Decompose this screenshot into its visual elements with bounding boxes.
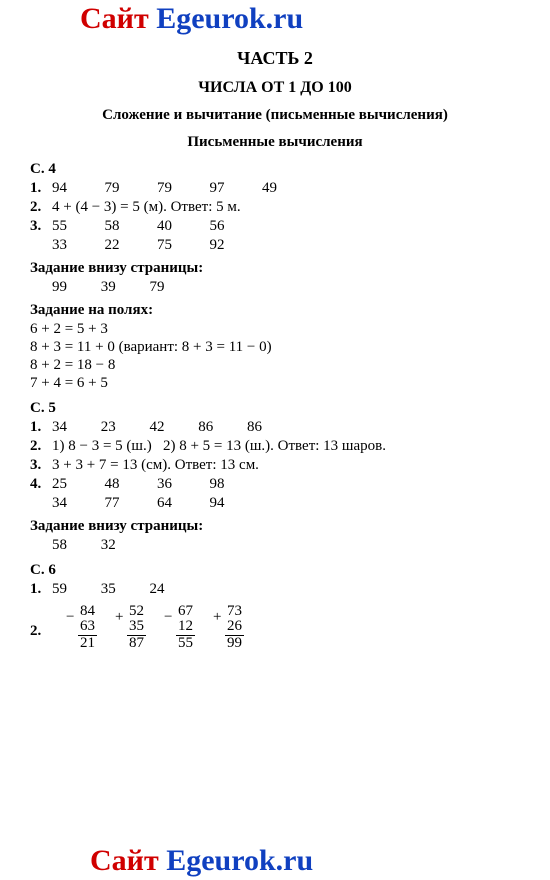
s5-p4-r1: 4.25 48 36 98 (30, 476, 520, 493)
s5-bottom-vals: 58 32 (52, 537, 520, 554)
section-s5: С. 5 (30, 400, 520, 417)
section-s6: С. 6 (30, 562, 520, 579)
title-topic: Сложение и вычитание (письменные вычисле… (30, 107, 520, 124)
s4-bottom-label: Задание внизу страницы: (30, 260, 520, 277)
s4-p3-r2: 33 22 75 92 (52, 237, 520, 254)
s5-p2: 2.1) 8 − 3 = 5 (ш.) 2) 8 + 5 = 13 (ш.). … (30, 438, 520, 455)
s6-p2: 2. −846321+523587−671255+732699 (30, 600, 520, 651)
section-s4: С. 4 (30, 161, 520, 178)
s5-p3: 3.3 + 3 + 7 = 13 (см). Ответ: 13 см. (30, 457, 520, 474)
s5-p1: 1.34 23 42 86 86 (30, 419, 520, 436)
arith-column: +523587 (127, 602, 146, 651)
arith-column: −846321 (78, 602, 97, 651)
banner-domain: Egeurok.ru (156, 2, 303, 35)
s4-p1: 1.94 79 79 97 49 (30, 180, 520, 197)
s5-p4-r2: 34 77 64 94 (52, 495, 520, 512)
s4-margins-label: Задание на полях: (30, 302, 520, 319)
s4-bottom-vals: 99 39 79 (52, 279, 520, 296)
site-banner-top: Сайт Egeurok.ru (0, 0, 550, 36)
s4-margins-l2: 8 + 2 = 18 − 8 (30, 357, 520, 374)
s4-p2: 2.4 + (4 − 3) = 5 (м). Ответ: 5 м. (30, 199, 520, 216)
s4-margins-l0: 6 + 2 = 5 + 3 (30, 321, 520, 338)
arith-column: +732699 (225, 602, 244, 651)
s4-margins-l3: 7 + 4 = 6 + 5 (30, 375, 520, 392)
title-range: ЧИСЛА ОТ 1 ДО 100 (30, 79, 520, 97)
document-content: ЧАСТЬ 2 ЧИСЛА ОТ 1 ДО 100 Сложение и выч… (0, 36, 550, 651)
title-part: ЧАСТЬ 2 (30, 48, 520, 69)
s6-p1: 1.59 35 24 (30, 581, 520, 598)
site-banner-bottom: Сайт Egeurok.ru (90, 842, 313, 878)
s4-p3-r1: 3.55 58 40 56 (30, 218, 520, 235)
s5-bottom-label: Задание внизу страницы: (30, 518, 520, 535)
s4-margins-l1: 8 + 3 = 11 + 0 (вариант: 8 + 3 = 11 − 0) (30, 339, 520, 356)
s6-p2-columns: −846321 +523587 −671255 +732699 (78, 602, 244, 651)
banner-site: Сайт (80, 2, 149, 35)
arith-column: −671255 (176, 602, 195, 651)
title-sub: Письменные вычисления (30, 134, 520, 151)
